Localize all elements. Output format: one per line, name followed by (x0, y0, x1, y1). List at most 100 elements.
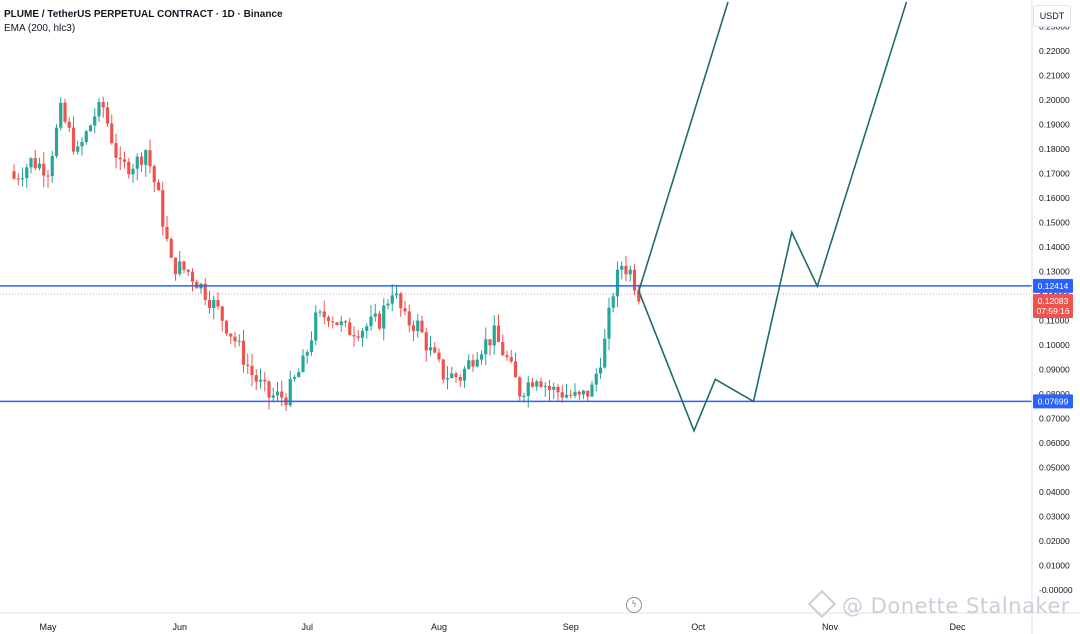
candle-body (292, 377, 297, 379)
candle-body (29, 158, 33, 168)
candle-body (411, 325, 416, 332)
candle-body (615, 269, 620, 297)
candle-body (441, 359, 445, 380)
candle-body (335, 322, 339, 326)
candle-body (114, 143, 118, 158)
candle-body (603, 338, 607, 368)
candle-body (577, 391, 581, 395)
projection-double-bottom-path (638, 1, 908, 433)
candle-body (471, 360, 475, 367)
candle-body (539, 381, 543, 387)
x-tick-label: May (39, 622, 57, 632)
candle-body (339, 321, 343, 326)
candle-body (84, 131, 88, 143)
candle-body (59, 102, 63, 128)
candle-body (569, 394, 573, 396)
candle-body (484, 339, 488, 355)
candle-body (254, 375, 258, 382)
lightning-icon[interactable]: ϟ (626, 597, 642, 613)
x-tick-label: Nov (822, 622, 839, 632)
watermark-logo-icon (807, 589, 837, 619)
candle-body (445, 378, 450, 380)
candle-body (233, 336, 237, 342)
y-tick-label: -0.00000 (1039, 585, 1073, 595)
candle-body (505, 355, 509, 358)
candle-body (590, 384, 594, 397)
candle-body (620, 265, 624, 270)
candle-body (492, 325, 496, 346)
candle-body (475, 359, 479, 367)
candle-body (581, 390, 586, 395)
candle-body (543, 385, 547, 387)
candle-body (54, 127, 59, 156)
candle-body (33, 158, 37, 169)
y-tick-label: 0.03000 (1039, 512, 1070, 522)
candle-body (513, 361, 518, 378)
y-tick-label: 0.20000 (1039, 95, 1070, 105)
candle-body (365, 326, 369, 331)
candle-body (63, 102, 67, 122)
candle-body (186, 269, 190, 272)
candle-body (573, 391, 577, 396)
y-tick-label: 0.09000 (1039, 365, 1070, 375)
candle-body (67, 121, 71, 128)
candle-body (433, 347, 437, 353)
candle-body (360, 330, 365, 338)
y-tick-label: 0.10000 (1039, 340, 1070, 350)
candle-body (428, 347, 433, 351)
candle-body (496, 325, 501, 342)
candles (12, 96, 641, 411)
candle-body (42, 163, 46, 176)
candle-body (156, 182, 161, 191)
candle-body (458, 376, 462, 381)
y-tick-label: 0.04000 (1039, 487, 1070, 497)
candle-body (144, 150, 148, 165)
candle-body (288, 378, 292, 406)
candle-body (76, 146, 80, 152)
x-tick-label: Sep (563, 622, 579, 632)
candle-body (594, 373, 598, 385)
candle-body (122, 159, 127, 162)
candle-body (305, 352, 309, 356)
candle-body (377, 313, 382, 329)
candle-body (301, 355, 305, 373)
candle-body (127, 161, 131, 175)
candle-body (71, 127, 76, 152)
candle-body (552, 386, 556, 390)
candle-body (399, 293, 403, 309)
candle-body (373, 313, 377, 317)
y-tick-label: 0.22000 (1039, 46, 1070, 56)
candle-body (207, 299, 212, 309)
candle-body (46, 175, 50, 177)
candle-body (501, 341, 505, 356)
current-price-label: 0.12083 (1038, 296, 1069, 306)
y-tick-label: 0.11000 (1039, 316, 1069, 326)
candle-body (173, 257, 178, 275)
y-tick-label: 0.14000 (1039, 242, 1070, 252)
candle-body (178, 261, 182, 275)
y-tick-label: 0.16000 (1039, 193, 1070, 203)
candle-body (611, 296, 615, 308)
support-tag (1033, 394, 1073, 409)
candle-body (280, 391, 284, 398)
x-tick-label: Jun (172, 622, 187, 632)
candle-body (118, 157, 122, 160)
candle-body (263, 379, 267, 382)
candle-body (203, 283, 207, 300)
time-axis[interactable]: May Jun Jul Aug Sep Oct Nov Dec (0, 612, 1080, 632)
candle-body (632, 269, 637, 291)
candle-body (258, 379, 263, 382)
candle-body (212, 299, 216, 309)
candle-body (161, 190, 165, 227)
candle-body (454, 373, 458, 377)
candle-body (637, 290, 641, 302)
candle-body (326, 317, 331, 322)
watermark-text: @ Donette Stalnaker (842, 594, 1070, 618)
y-tick-label: 0.05000 (1039, 463, 1070, 473)
indicator-label[interactable]: EMA (200, hlc3) (4, 23, 76, 34)
candle-body (390, 295, 394, 304)
currency-button[interactable]: USDT (1033, 5, 1071, 27)
candle-body (297, 372, 301, 378)
candle-body (488, 339, 492, 346)
